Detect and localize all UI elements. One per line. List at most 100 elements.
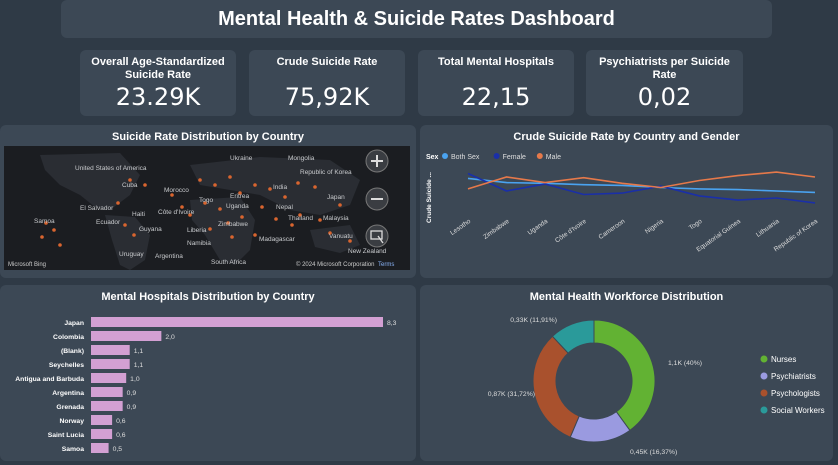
map-data-point	[296, 181, 300, 185]
map-country-labels: Ukraine Mongolia United States of America R…	[34, 155, 387, 266]
kpi-label: Crude Suicide Rate	[276, 56, 378, 68]
donut-panel: Mental Health Workforce Distribution 1,1…	[420, 285, 833, 461]
bar-chart-title: Mental Hospitals Distribution by Country	[101, 291, 315, 303]
donut-data-label: 0,87K (31,72%)	[488, 391, 535, 398]
bar-value-label: 8,3	[387, 320, 397, 327]
bar-category-label: Samoa	[62, 446, 85, 453]
x-axis-label: Uganda	[527, 218, 550, 237]
map-data-point	[44, 221, 48, 225]
map-data-point	[52, 228, 56, 232]
bar-value-label: 1,1	[134, 348, 144, 355]
map-data-point	[228, 175, 232, 179]
bar-value-label: 0,6	[116, 418, 126, 425]
map-country-label: Ecuador	[96, 219, 121, 226]
x-axis-label: Lithuania	[755, 218, 781, 239]
kpi-label: Overall Age-Standardized Suicide Rate	[91, 56, 225, 81]
kpi-value: 22,15	[461, 83, 531, 111]
donut-slice-nurses	[593, 319, 656, 432]
donut-legend-label: Nurses	[771, 355, 796, 364]
map-country-label: Vanuatu	[329, 233, 353, 240]
select-area-button[interactable]	[365, 224, 389, 248]
zoom-out-button[interactable]	[365, 187, 389, 211]
map-country-label: Eritrea	[230, 193, 250, 200]
map-country-label: Republic of Korea	[300, 169, 352, 176]
map-country-label: Madagascar	[259, 236, 296, 243]
map-data-point	[290, 223, 294, 227]
legend-marker-icon	[760, 389, 768, 397]
donut-legend-label: Psychologists	[771, 389, 820, 398]
kpi-value: 0,02	[637, 83, 692, 111]
map-panel: Suicide Rate Distribution by Country Ukr…	[0, 125, 416, 278]
map-country-label: Liberia	[187, 227, 207, 234]
map-data-point	[253, 233, 257, 237]
kpi-card-crude-rate[interactable]: Crude Suicide Rate 75,92K	[249, 50, 405, 116]
map-data-point	[170, 193, 174, 197]
bar-chart-svg[interactable]: Japan 8,3 Colombia 2,0 (Blank) 1,1 Seychelles 1…	[0, 285, 416, 461]
bar-chart-panel: Mental Hospitals Distribution by Country…	[0, 285, 416, 461]
bar-category-label: Japan	[64, 320, 84, 327]
map-data-point	[218, 207, 222, 211]
select-icon	[370, 230, 383, 240]
map-country-label: Japan	[327, 194, 345, 201]
bar-category-label: Seychelles	[49, 362, 84, 369]
map-country-label: Ukraine	[230, 155, 253, 162]
bar	[91, 317, 383, 327]
map-attribution: © 2024 Microsoft Corporation	[296, 261, 374, 268]
map-data-point	[188, 213, 192, 217]
zoom-in-button[interactable]	[365, 149, 389, 173]
map-country-label: Zimbabwe	[218, 221, 248, 228]
map-data-point	[253, 183, 257, 187]
map-svg[interactable]: Ukraine Mongolia United States of America R…	[0, 125, 416, 278]
bar	[91, 373, 127, 383]
bar-value-label: 1,1	[134, 362, 144, 369]
map-data-point	[213, 183, 217, 187]
line-chart-svg[interactable]: Sex Both Sex Female Male Crude Suicide ...…	[420, 125, 833, 278]
map-data-point	[268, 187, 272, 191]
bar	[91, 359, 130, 369]
line-series-group[interactable]	[467, 171, 816, 204]
map-data-point	[180, 205, 184, 209]
line-series-male	[467, 171, 816, 190]
kpi-card-age-standardized[interactable]: Overall Age-Standardized Suicide Rate 23…	[80, 50, 236, 116]
map-country-label: Argentina	[155, 253, 183, 260]
legend-label: Male	[546, 154, 561, 161]
map-country-label: Mongolia	[288, 155, 315, 162]
donut-legend-label: Psychiatrists	[771, 372, 816, 381]
map-data-point	[226, 221, 230, 225]
legend-marker-icon	[760, 372, 768, 380]
map-country-label: New Zealand	[348, 248, 387, 255]
map-data-point	[274, 217, 278, 221]
map-country-label: Côte d'Ivoire	[158, 209, 195, 216]
x-axis-label: Cameroon	[597, 218, 626, 241]
donut-data-label: 0,33K (11,91%)	[510, 317, 557, 324]
map-data-point	[40, 235, 44, 239]
terms-link[interactable]: Terms	[378, 262, 394, 268]
map-data-point	[132, 233, 136, 237]
donut-title: Mental Health Workforce Distribution	[529, 291, 724, 303]
map-data-point	[328, 231, 332, 235]
map-data-point	[260, 205, 264, 209]
kpi-value: 75,92K	[284, 83, 370, 111]
map-data-point	[240, 215, 244, 219]
legend-label: Both Sex	[451, 154, 480, 161]
x-axis-label: Côte d'Ivoire	[554, 218, 588, 245]
map-country-label: Thailand	[288, 215, 313, 222]
legend-label: Female	[503, 154, 526, 161]
bar	[91, 443, 109, 453]
map-data-point	[116, 201, 120, 205]
map-data-points[interactable]	[40, 175, 352, 247]
donut-legend-label: Social Workers	[771, 406, 825, 415]
legend-marker-icon	[493, 153, 500, 159]
bar-value-label: 0,9	[127, 390, 137, 397]
legend-marker-icon	[536, 153, 543, 159]
donut-svg[interactable]: 1,1K (40%) 0,45K (16,37%) 0,87K (31,72%) 0,…	[420, 285, 833, 461]
map-country-label: Uganda	[226, 203, 249, 210]
line-legend[interactable]: Both Sex Female Male	[442, 153, 561, 161]
kpi-card-mental-hospitals[interactable]: Total Mental Hospitals 22,15	[418, 50, 574, 116]
bar-value-label: 0,5	[113, 446, 123, 453]
map-country-label: Uruguay	[119, 251, 144, 258]
kpi-card-psychiatrists[interactable]: Psychiatrists per Suicide Rate 0,02	[586, 50, 743, 116]
y-axis-label: Crude Suicide ...	[426, 172, 433, 223]
map-country-label: Malaysia	[323, 215, 349, 222]
bar-value-label: 2,0	[165, 334, 175, 341]
